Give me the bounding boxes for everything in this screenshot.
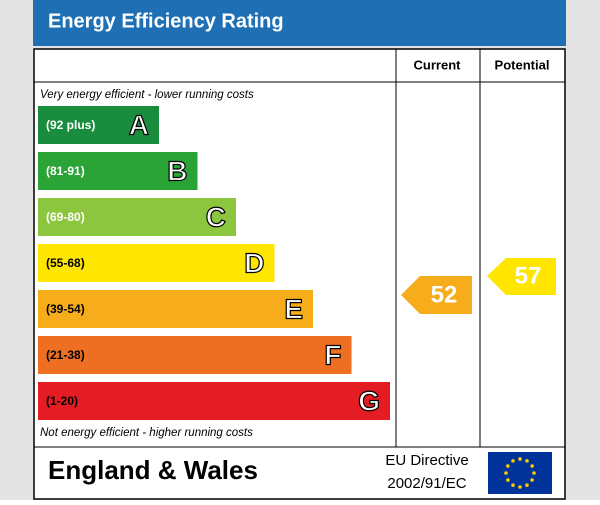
band-range: (1-20) [46, 394, 78, 408]
band [38, 106, 159, 144]
potential-rating: 57 [515, 262, 542, 289]
eu-stars [504, 457, 536, 489]
column-header: Potential [495, 57, 550, 72]
title: Energy Efficiency Rating [48, 10, 284, 32]
band-range: (21-38) [46, 348, 85, 362]
band [38, 290, 313, 328]
star [530, 464, 534, 468]
top-note: Very energy efficient - lower running co… [40, 89, 254, 101]
potential-arrow [487, 258, 556, 295]
star [532, 471, 536, 475]
band-range: (39-54) [46, 302, 85, 316]
band-range: (81-91) [46, 164, 85, 178]
star [530, 478, 534, 482]
band [38, 382, 390, 420]
band-range: (55-68) [46, 256, 85, 270]
star [506, 464, 510, 468]
current-rating: 52 [431, 281, 458, 308]
column-header: Current [414, 57, 462, 72]
star [511, 483, 515, 487]
bands: (92 plus) A (81-91) B (69-80) C (55-68) D (39-54… [38, 106, 390, 420]
band-letter: B [167, 155, 187, 186]
directive: EU Directive [385, 452, 468, 469]
band-range: (69-80) [46, 210, 85, 224]
band [38, 336, 352, 374]
star [511, 459, 515, 463]
band [38, 198, 236, 236]
directive: 2002/91/EC [387, 475, 466, 492]
band [38, 152, 198, 190]
bottom-note: Not energy efficient - higher running co… [40, 427, 253, 439]
region: England & Wales [48, 455, 258, 485]
star [518, 485, 522, 489]
star [525, 483, 529, 487]
band-letter: D [244, 247, 264, 278]
band-letter: F [324, 339, 341, 370]
band-letter: E [284, 293, 303, 324]
star [518, 457, 522, 461]
band-letter: G [358, 385, 380, 416]
star [525, 459, 529, 463]
star [506, 478, 510, 482]
band-range: (92 plus) [46, 118, 95, 132]
band [38, 244, 275, 282]
band-letter: C [206, 201, 226, 232]
title-bar [33, 0, 566, 46]
band-letter: A [129, 109, 149, 140]
star [504, 471, 508, 475]
current-arrow [401, 276, 472, 314]
